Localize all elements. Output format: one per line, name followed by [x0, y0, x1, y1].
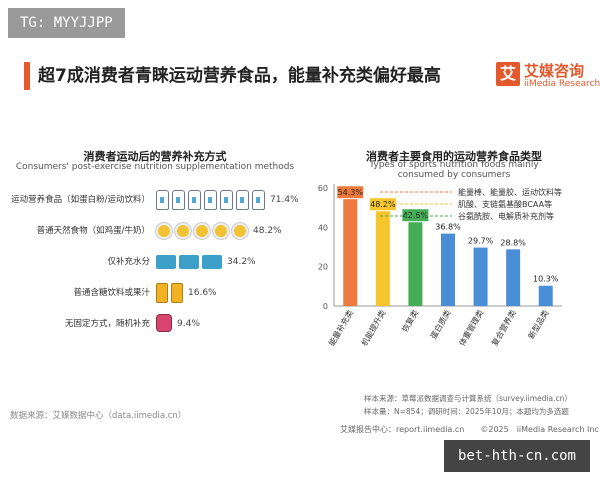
left-value-label: 34.2%: [227, 257, 256, 267]
left-value-label: 48.2%: [253, 226, 282, 236]
bar-3: [441, 233, 455, 306]
water-bottle-icon: [202, 255, 222, 269]
source-data: 数据来源：艾媒数据中心（data.iimedia.cn）: [10, 411, 187, 421]
left-value-label: 16.6%: [188, 288, 217, 298]
value-label: 36.8%: [435, 223, 461, 232]
left-bar-1: [156, 221, 248, 241]
annotation-label: 能量棒、能量胶、运动饮料等: [458, 187, 562, 197]
drink-can-icon: [171, 283, 183, 303]
bar-0: [343, 199, 358, 306]
annotation-label: 肌酸、支链氨基酸BCAA等: [458, 199, 552, 209]
left-bar-2: [156, 252, 222, 272]
left-bar-3: [156, 283, 183, 303]
x-tick-label: 复合营养类: [489, 308, 518, 348]
bar-4: [473, 247, 488, 306]
logo-mark-icon: 艾: [496, 62, 520, 86]
source-sample-size: 样本量：N=854；调研时间：2025年10月；本题均为多选题: [364, 407, 569, 416]
y-tick-label: 60: [318, 184, 328, 193]
x-tick-label: 机能提升类: [359, 308, 388, 348]
left-chart-subtitle: Consumers' post-exercise nutrition suppl…: [15, 162, 295, 172]
snack-box-icon: [156, 314, 172, 332]
drink-can-icon: [156, 283, 168, 303]
egg-icon: [232, 223, 248, 239]
footer: 艾媒报告中心：report.iimedia.cn ©2025 iiMedia R…: [340, 425, 599, 434]
left-value-label: 9.4%: [177, 319, 200, 329]
supplement-bag-icon: [188, 190, 201, 210]
value-label: 29.7%: [468, 237, 494, 246]
left-category-label: 普通天然食物（如鸡蛋/牛奶）: [36, 226, 150, 236]
left-bar-0: [156, 190, 265, 210]
y-tick-label: 40: [318, 223, 328, 232]
left-category-label: 无固定方式，随机补充: [64, 319, 150, 329]
right-chart-title: 消费者主要食用的运动营养食品类型: [366, 150, 542, 163]
left-row-3: 普通含糖饮料或果汁 16.6%: [10, 281, 300, 305]
x-tick-label: 新型品类: [526, 308, 551, 341]
left-value-label: 71.4%: [270, 195, 299, 205]
left-bar-4: [156, 314, 172, 334]
x-tick-label: 体重管理类: [457, 308, 486, 348]
bar-2: [408, 222, 423, 306]
y-tick-label: 0: [323, 302, 328, 311]
water-bottle-icon: [179, 255, 199, 269]
value-label: 48.2%: [370, 200, 396, 209]
supplement-bag-icon: [252, 190, 265, 210]
egg-icon: [156, 223, 172, 239]
egg-icon: [175, 223, 191, 239]
left-category-label: 普通含糖饮料或果汁: [73, 288, 150, 298]
supplement-bag-icon: [236, 190, 249, 210]
watermark: bet-hth-cn.com: [444, 440, 590, 472]
left-row-4: 无固定方式，随机补充 9.4%: [10, 312, 300, 336]
logo-en-text: iiMedia Research: [524, 79, 600, 89]
bar-5: [506, 249, 521, 306]
annotation-label: 谷氨酰胺、电解质补充剂等: [458, 211, 554, 221]
value-label-bg: [402, 209, 429, 222]
x-tick-label: 能量补充类: [326, 308, 355, 348]
left-row-0: 运动营养食品（如蛋白粉/运动饮料） 71.4%: [10, 188, 300, 212]
page-title: 超7成消费者青睐运动营养食品，能量补充类偏好最高: [38, 66, 441, 86]
supplement-bag-icon: [220, 190, 233, 210]
x-tick-label: 蛋白质类: [428, 308, 453, 341]
supplement-bag-icon: [172, 190, 185, 210]
iimedia-logo: 艾 艾媒咨询 iiMedia Research: [496, 60, 600, 96]
bar-6: [538, 285, 553, 306]
supplement-bag-icon: [156, 190, 169, 210]
left-category-label: 运动营养食品（如蛋白粉/运动饮料）: [11, 195, 150, 205]
left-category-label: 仅补充水分: [107, 257, 150, 267]
value-label: 28.8%: [500, 238, 526, 247]
supplement-bag-icon: [204, 190, 217, 210]
egg-icon: [213, 223, 229, 239]
y-tick-label: 20: [318, 263, 328, 272]
egg-icon: [194, 223, 210, 239]
left-row-1: 普通天然食物（如鸡蛋/牛奶） 48.2%: [10, 219, 300, 243]
value-label: 54.3%: [338, 188, 364, 197]
x-tick-label: 恢复类: [400, 308, 421, 334]
tg-tag: TG: MYYJJPP: [8, 8, 125, 38]
title-accent-bar: [24, 62, 30, 90]
left-row-2: 仅补充水分 34.2%: [10, 250, 300, 274]
bar-1: [375, 211, 390, 306]
water-bottle-icon: [156, 255, 176, 269]
value-label-bg: [337, 186, 364, 199]
value-label: 10.3%: [533, 275, 559, 284]
left-chart-title: 消费者运动后的营养补充方式: [83, 150, 227, 163]
logo-cn-text: 艾媒咨询: [524, 62, 585, 80]
right-chart-subtitle: Types of sports nutrition foods mainly c…: [369, 160, 539, 180]
source-sample: 样本来源：草莓派数据调查与计算系统（survey.iimedia.cn）: [364, 394, 572, 403]
